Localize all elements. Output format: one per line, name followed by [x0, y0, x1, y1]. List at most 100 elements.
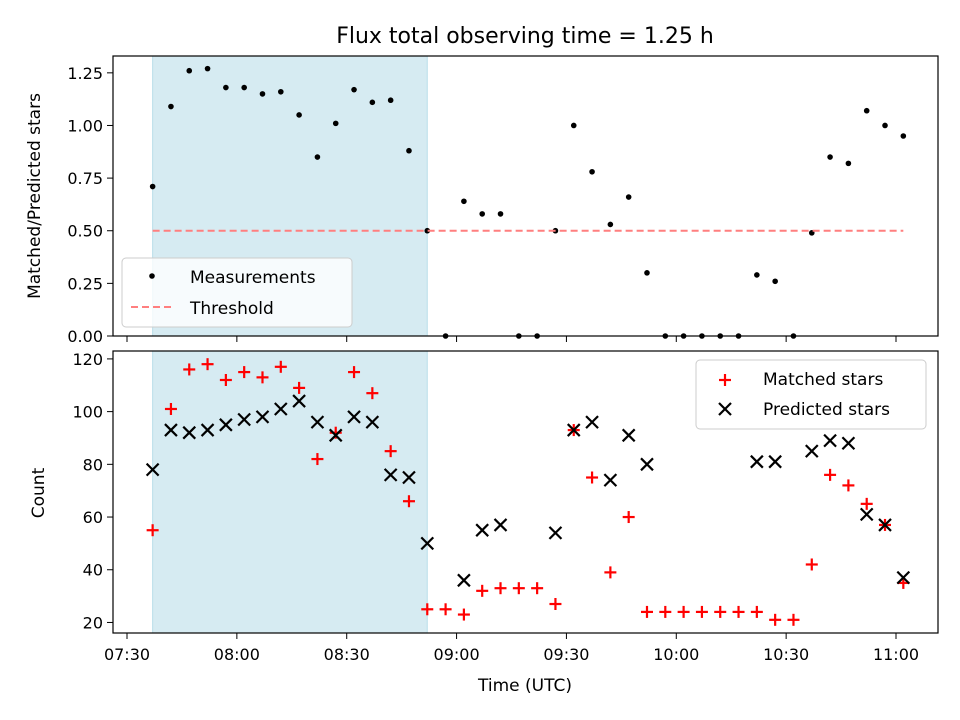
top-marks: [149, 65, 907, 339]
matched-stars-point: [439, 603, 452, 616]
y-tick-label: 0.00: [67, 327, 103, 346]
y-tick-label: 1.25: [67, 64, 103, 83]
matched-stars-point: [274, 360, 287, 373]
bottom-ticks: 20 40 60 80 100 120 07:30 08:00 08:30 09:00 09:30 1…: [72, 350, 919, 664]
matched-stars-point: [348, 366, 361, 379]
predicted-stars-point: [804, 444, 819, 458]
y-tick-label: 100: [72, 403, 103, 422]
chart-title: Flux total observing time = 1.25 h: [336, 24, 714, 49]
predicted-stars-point: [878, 518, 892, 532]
matched-stars-point: [659, 605, 672, 618]
matched-stars-point: [769, 613, 782, 626]
matched-stars-point: [293, 381, 306, 394]
top-legend-box: [121, 257, 353, 328]
measurement-point: [204, 65, 211, 72]
y-tick-label: 0.25: [67, 274, 103, 293]
matched-stars-point: [604, 566, 617, 579]
predicted-stars-point: [566, 423, 581, 437]
predicted-stars-point: [237, 412, 251, 427]
legend-predicted-marker: [718, 402, 732, 416]
bottom-marks: [145, 358, 911, 626]
predicted-stars-point: [383, 468, 398, 482]
measurement-point: [900, 133, 907, 139]
top-y-axis-label: Matched/Predicted stars: [25, 93, 45, 299]
predicted-stars-point: [823, 433, 837, 448]
predicted-stars-point: [457, 573, 471, 588]
y-tick-label: 0.50: [67, 222, 103, 241]
y-tick-label: 40: [83, 561, 103, 580]
matched-stars-point: [183, 363, 196, 376]
matched-stars-point: [384, 445, 397, 458]
measurement-point: [497, 211, 504, 217]
matched-stars-point: [201, 358, 214, 371]
top-ticks: 0.00 0.25 0.50 0.75 1.00 1.25: [67, 64, 897, 346]
measurement-point: [168, 103, 174, 110]
predicted-stars-point: [328, 428, 343, 443]
matched-stars-point: [695, 605, 708, 618]
measurement-point: [351, 86, 357, 93]
measurement-point: [644, 270, 650, 276]
x-tick-label: 09:00: [434, 645, 480, 664]
measurement-point: [223, 84, 229, 91]
predicted-stars-point: [621, 428, 636, 443]
x-tick-label: 10:30: [763, 645, 809, 664]
legend-matched-marker: [719, 374, 731, 386]
measurement-point: [149, 183, 156, 190]
measurement-point: [296, 112, 302, 118]
matched-stars-point: [787, 613, 800, 626]
bottom-shaded-interval: [152, 350, 428, 634]
y-tick-label: 1.00: [67, 116, 103, 135]
measurement-point: [241, 84, 247, 91]
top-panel: 0.00 0.25 0.50 0.75 1.00 1.25 Flux total obse…: [25, 24, 939, 346]
predicted-stars-point: [768, 454, 782, 469]
matched-stars-point: [457, 608, 470, 621]
matched-stars-point: [256, 371, 269, 384]
measurement-point: [863, 107, 870, 114]
measurement-point: [314, 154, 321, 160]
measurement-point: [754, 272, 760, 278]
legend-measurements-label: Measurements: [190, 268, 316, 288]
matched-stars-point: [805, 558, 818, 571]
predicted-stars-point: [475, 523, 489, 537]
matched-stars-point: [677, 605, 690, 618]
predicted-stars-point: [365, 415, 380, 429]
top-legend: Measurements Threshold: [121, 257, 353, 328]
matched-stars-point: [732, 605, 745, 618]
predicted-stars-point: [859, 507, 874, 522]
matched-stars-point: [512, 582, 525, 595]
matched-stars-point: [824, 468, 837, 481]
predicted-stars-point: [182, 425, 197, 440]
predicted-stars-point: [841, 436, 856, 451]
predicted-stars-point: [402, 470, 416, 485]
predicted-stars-point: [750, 454, 764, 469]
matched-stars-point: [640, 605, 653, 618]
predicted-stars-point: [255, 410, 270, 424]
matched-stars-point: [494, 582, 507, 595]
x-tick-label: 08:30: [324, 645, 370, 664]
measurement-point: [424, 227, 431, 234]
y-tick-label: 20: [83, 613, 103, 632]
predicted-stars-point: [164, 423, 178, 437]
matched-stars-point: [219, 373, 232, 386]
matched-stars-point: [622, 511, 635, 524]
matched-stars-point: [531, 582, 544, 595]
matched-stars-point: [402, 495, 415, 508]
predicted-stars-point: [493, 518, 508, 532]
measurement-point: [479, 211, 486, 217]
measurement-point: [332, 120, 339, 127]
y-tick-label: 120: [72, 350, 103, 369]
predicted-stars-point: [274, 402, 288, 416]
legend-threshold-label: Threshold: [189, 299, 274, 319]
measurement-point: [406, 147, 412, 154]
predicted-stars-point: [548, 526, 563, 540]
bottom-axes-frame: [112, 350, 939, 634]
y-tick-label: 0.75: [67, 169, 103, 188]
matched-stars-point: [860, 497, 873, 510]
measurement-point: [772, 278, 778, 285]
matched-stars-point: [311, 453, 324, 466]
predicted-stars-point: [420, 536, 435, 551]
legend-measurements-marker: [149, 273, 155, 279]
predicted-stars-point: [200, 423, 215, 437]
measurement-point: [259, 91, 266, 97]
